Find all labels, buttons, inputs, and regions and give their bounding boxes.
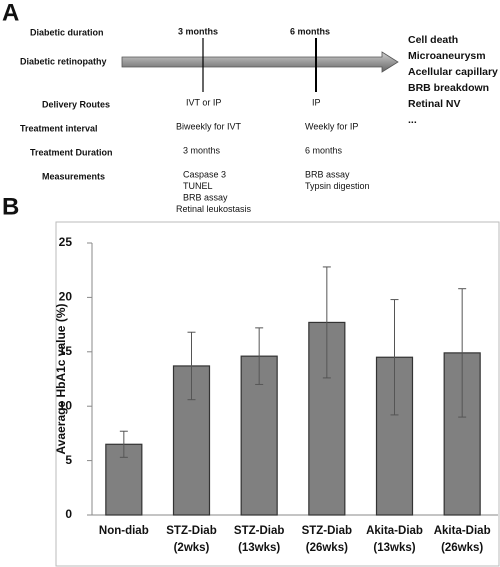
row-value: BRB assay [183,192,228,202]
timeline-arrow [121,51,399,73]
error-bar [322,266,331,379]
label-line: STZ-Diab [302,525,352,537]
y-tick-label: 0 [65,507,72,521]
outcome: Cell death [408,34,458,46]
row-value: IVT or IP [186,97,221,107]
label-line: (13wks) [373,542,415,554]
y-tick-label: 5 [65,453,72,467]
y-tick-label: 15 [59,344,73,358]
label-line: (13wks) [238,542,280,554]
x-tick-label: STZ-Diab (2wks) [166,525,216,554]
y-tick-label: 10 [59,398,73,412]
row-label: Measurements [42,171,105,181]
outcome: Acellular capillary [408,66,498,78]
x-tick-label: STZ-Diab (26wks) [302,525,352,554]
time-point: 3 months [178,26,218,36]
time-point: 6 months [290,26,330,36]
label-line: (2wks) [174,542,210,554]
row-value: Retinal leukostasis [176,204,252,214]
x-tick-label: Akita-Diab (13wks) [366,525,423,554]
x-tick-label: STZ-Diab (13wks) [234,525,284,554]
row-value: IP [312,97,321,107]
y-axis-label: Avaerage HbA1c value (%) [54,304,68,455]
error-bar [187,331,196,401]
parameter-rows: Delivery Routes IVT or IP IP Treatment inte… [20,97,370,214]
chart-frame [55,221,500,567]
y-tick-label: 25 [59,235,73,249]
outcome: ... [408,114,417,126]
row-value: Caspase 3 [183,169,226,179]
label-line: (26wks) [306,542,348,554]
error-bar [390,299,399,416]
row-value: Weekly for IP [305,121,358,131]
row-value: TUNEL [183,181,213,191]
panel-label: A [2,0,19,26]
error-bar [119,430,128,458]
x-tick-label: Non-diab [99,525,149,537]
duration-label: Diabetic duration [30,27,104,37]
y-tick-label: 20 [59,290,73,304]
row-value: 6 months [305,145,343,155]
arrow-label: Diabetic retinopathy [20,56,107,66]
bar [172,365,211,516]
row-value: Typsin digestion [305,181,370,191]
row-label: Delivery Routes [42,99,110,109]
error-bar [255,327,264,385]
label-line: (26wks) [441,542,483,554]
label-line: STZ-Diab [166,525,216,537]
row-value: Biweekly for IVT [176,121,242,131]
row-value: 3 months [183,145,221,155]
label-line: Akita-Diab [434,525,491,537]
panel-label: B [2,193,19,220]
outcome-list: Cell death Microaneurysm Acellular capilla… [408,34,498,126]
label-line: Akita-Diab [366,525,423,537]
outcome: Microaneurysm [408,50,486,62]
row-label: Treatment Duration [30,147,113,157]
row-value: BRB assay [305,169,350,179]
error-bar [458,288,467,418]
label-line: STZ-Diab [234,525,284,537]
x-tick-label: Akita-Diab (26wks) [434,525,491,554]
outcome: Retinal NV [408,98,461,110]
row-label: Treatment interval [20,123,98,133]
outcome: BRB breakdown [408,82,489,94]
